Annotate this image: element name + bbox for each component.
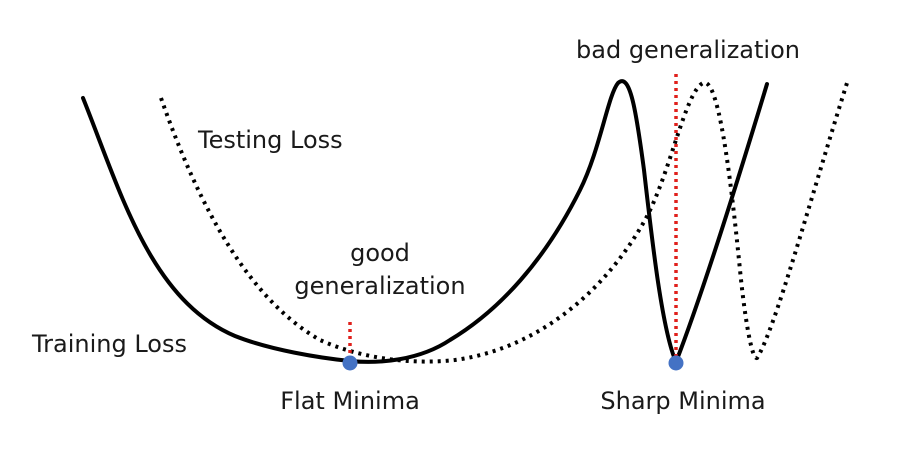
good-generalization-label-line2: generalization: [294, 272, 465, 300]
testing-loss-curve: [159, 80, 849, 364]
flat-minima-dot: [342, 355, 358, 371]
good-generalization-label-line1: good: [350, 239, 410, 267]
flat-minima-label: Flat Minima: [280, 387, 420, 415]
sharp-minima-label: Sharp Minima: [600, 387, 765, 415]
training-loss-label: Training Loss: [31, 330, 187, 358]
sharp-minima-dot: [668, 355, 684, 371]
testing-loss-label: Testing Loss: [197, 126, 343, 154]
training-loss-curve: [81, 79, 769, 364]
bad-generalization-label: bad generalization: [576, 36, 800, 64]
